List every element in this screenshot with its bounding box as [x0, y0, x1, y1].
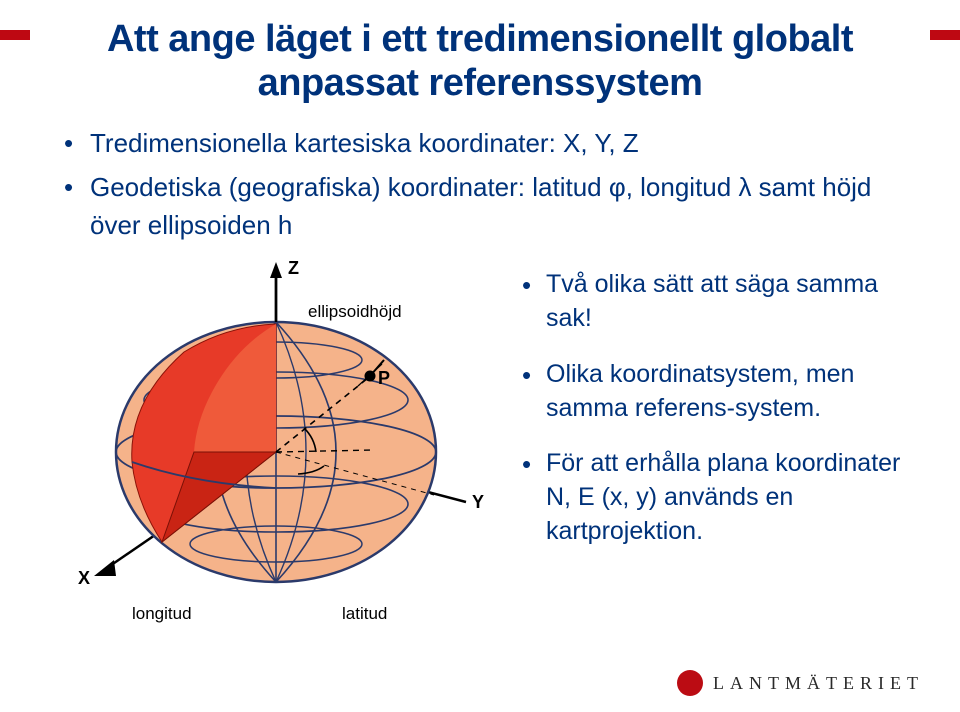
bullet-item: Geodetiska (geografiska) koordinater: la…: [64, 169, 924, 244]
accent-dash-left: [0, 30, 30, 40]
label-latitude: latitud: [342, 604, 387, 624]
axis-label-y: Y: [472, 492, 484, 513]
page-title: Att ange läget i ett tredimensionellt gl…: [50, 18, 910, 105]
bullet-item: För att erhålla plana koordinater N, E (…: [522, 447, 924, 548]
axis-label-x: X: [78, 568, 90, 589]
accent-dash-right: [930, 30, 960, 40]
footer-logo: LANTMÄTERIET: [677, 670, 924, 696]
top-bullet-list: Tredimensionella kartesiska koordinater:…: [64, 125, 924, 244]
label-ellipsoid-height: ellipsoidhöjd: [308, 302, 402, 322]
label-longitude: longitud: [132, 604, 192, 624]
point-label-p: P: [378, 368, 390, 389]
axis-label-z: Z: [288, 258, 299, 279]
bullet-item: Olika koordinatsystem, men samma referen…: [522, 358, 924, 426]
ellipsoid-diagram: Z Y X P ellipsoidhöjd longitud latitud: [36, 252, 516, 632]
logo-dot-icon: [677, 670, 703, 696]
bullet-item: Två olika sätt att säga samma sak!: [522, 268, 924, 336]
logo-text: LANTMÄTERIET: [713, 673, 924, 694]
side-bullet-list: Två olika sätt att säga samma sak! Olika…: [522, 268, 924, 548]
bullet-text: Geodetiska (geografiska) koordinater: la…: [90, 172, 871, 240]
bullet-item: Tredimensionella kartesiska koordinater:…: [64, 125, 924, 163]
